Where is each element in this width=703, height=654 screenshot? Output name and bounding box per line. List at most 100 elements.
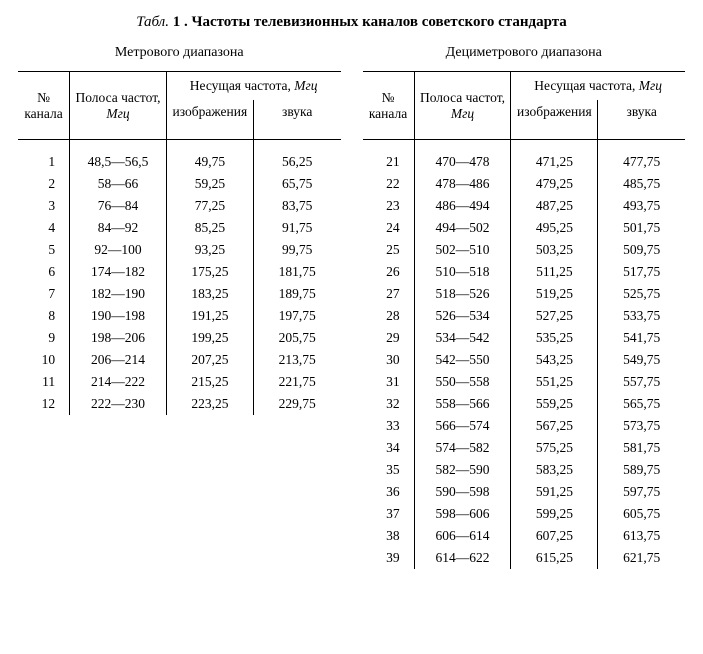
cell-sound-freq: 477,75 (598, 140, 685, 174)
table-row: 28526—534527,25533,75 (363, 305, 686, 327)
cell-band: 582—590 (414, 459, 511, 481)
caption-label: Табл. (136, 14, 169, 30)
col-header-carrier: Несущая частота, Мгц (511, 72, 685, 101)
meter-band-table: № канала Полоса частот, Мгц Несущая част… (18, 71, 341, 415)
cell-channel: 3 (18, 195, 70, 217)
cell-sound-freq: 549,75 (598, 349, 685, 371)
cell-sound-freq: 525,75 (598, 283, 685, 305)
cell-band: 598—606 (414, 503, 511, 525)
cell-image-freq: 175,25 (166, 261, 253, 283)
cell-channel: 37 (363, 503, 415, 525)
cell-channel: 39 (363, 547, 415, 569)
cell-sound-freq: 99,75 (253, 239, 340, 261)
cell-band: 214—222 (70, 371, 167, 393)
cell-band: 534—542 (414, 327, 511, 349)
cell-channel: 6 (18, 261, 70, 283)
table-row: 35582—590583,25589,75 (363, 459, 686, 481)
cell-image-freq: 199,25 (166, 327, 253, 349)
cell-image-freq: 599,25 (511, 503, 598, 525)
cell-sound-freq: 533,75 (598, 305, 685, 327)
cell-band: 198—206 (70, 327, 167, 349)
cell-image-freq: 191,25 (166, 305, 253, 327)
table-row: 10206—214207,25213,75 (18, 349, 341, 371)
cell-band: 558—566 (414, 393, 511, 415)
cell-sound-freq: 501,75 (598, 217, 685, 239)
table-row: 25502—510503,25509,75 (363, 239, 686, 261)
band-label: Полоса частот, (420, 90, 505, 105)
decimeter-band-table: № канала Полоса частот, Мгц Несущая част… (363, 71, 686, 569)
cell-band: 590—598 (414, 481, 511, 503)
carrier-label: Несущая частота, (190, 78, 291, 93)
table-row: 33566—574567,25573,75 (363, 415, 686, 437)
cell-image-freq: 559,25 (511, 393, 598, 415)
col-header-image: изображения (166, 100, 253, 140)
col-header-sound: звука (253, 100, 340, 140)
cell-image-freq: 511,25 (511, 261, 598, 283)
cell-image-freq: 93,25 (166, 239, 253, 261)
cell-image-freq: 551,25 (511, 371, 598, 393)
cell-channel: 28 (363, 305, 415, 327)
table-row: 22478—486479,25485,75 (363, 173, 686, 195)
cell-channel: 26 (363, 261, 415, 283)
cell-channel: 21 (363, 140, 415, 174)
table-row: 34574—582575,25581,75 (363, 437, 686, 459)
table-row: 11214—222215,25221,75 (18, 371, 341, 393)
cell-image-freq: 583,25 (511, 459, 598, 481)
table-row: 12222—230223,25229,75 (18, 393, 341, 415)
cell-sound-freq: 485,75 (598, 173, 685, 195)
cell-image-freq: 527,25 (511, 305, 598, 327)
cell-sound-freq: 197,75 (253, 305, 340, 327)
cell-band: 470—478 (414, 140, 511, 174)
cell-image-freq: 591,25 (511, 481, 598, 503)
cell-sound-freq: 581,75 (598, 437, 685, 459)
col-header-sound: звука (598, 100, 685, 140)
table-caption: Табл. 1 . Частоты телевизионных каналов … (18, 14, 685, 31)
tables-wrapper: Метрового диапазона № канала Полоса част… (18, 41, 685, 569)
table-row: 27518—526519,25525,75 (363, 283, 686, 305)
cell-channel: 2 (18, 173, 70, 195)
cell-image-freq: 471,25 (511, 140, 598, 174)
cell-channel: 30 (363, 349, 415, 371)
cell-channel: 9 (18, 327, 70, 349)
cell-sound-freq: 597,75 (598, 481, 685, 503)
band-unit: Мгц (106, 106, 129, 121)
cell-channel: 7 (18, 283, 70, 305)
cell-band: 606—614 (414, 525, 511, 547)
cell-sound-freq: 65,75 (253, 173, 340, 195)
col-header-channel: № канала (363, 72, 415, 140)
cell-sound-freq: 213,75 (253, 349, 340, 371)
cell-sound-freq: 573,75 (598, 415, 685, 437)
cell-channel: 1 (18, 140, 70, 174)
cell-sound-freq: 605,75 (598, 503, 685, 525)
table-row: 376—8477,2583,75 (18, 195, 341, 217)
cell-sound-freq: 541,75 (598, 327, 685, 349)
cell-channel: 12 (18, 393, 70, 415)
cell-band: 478—486 (414, 173, 511, 195)
meter-band-column: Метрового диапазона № канала Полоса част… (18, 41, 341, 415)
table-row: 37598—606599,25605,75 (363, 503, 686, 525)
table-row: 32558—566559,25565,75 (363, 393, 686, 415)
cell-channel: 11 (18, 371, 70, 393)
cell-band: 58—66 (70, 173, 167, 195)
band-unit: Мгц (451, 106, 474, 121)
cell-channel: 35 (363, 459, 415, 481)
col-header-carrier: Несущая частота, Мгц (166, 72, 340, 101)
table-row: 23486—494487,25493,75 (363, 195, 686, 217)
cell-channel: 10 (18, 349, 70, 371)
caption-number: 1 (173, 14, 181, 30)
cell-image-freq: 183,25 (166, 283, 253, 305)
cell-channel: 23 (363, 195, 415, 217)
caption-title: . Частоты телевизионных каналов советско… (184, 14, 567, 30)
col-header-image: изображения (511, 100, 598, 140)
table-row: 24494—502495,25501,75 (363, 217, 686, 239)
cell-band: 518—526 (414, 283, 511, 305)
cell-channel: 38 (363, 525, 415, 547)
carrier-unit: Мгц (294, 78, 317, 93)
cell-image-freq: 535,25 (511, 327, 598, 349)
cell-band: 550—558 (414, 371, 511, 393)
cell-channel: 25 (363, 239, 415, 261)
cell-band: 566—574 (414, 415, 511, 437)
cell-band: 542—550 (414, 349, 511, 371)
band-label: Полоса частот, (75, 90, 160, 105)
cell-band: 222—230 (70, 393, 167, 415)
